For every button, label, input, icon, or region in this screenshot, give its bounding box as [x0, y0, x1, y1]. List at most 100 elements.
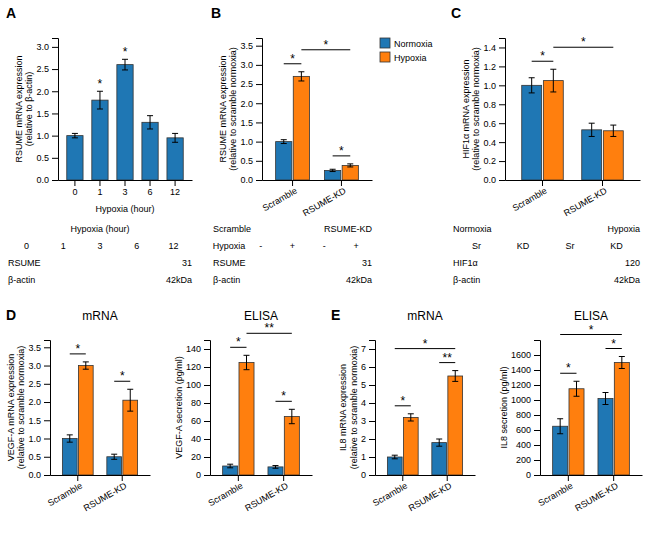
panel-title: C — [451, 5, 461, 21]
error-bar — [244, 355, 250, 369]
significance-star: * — [611, 337, 616, 351]
y-tick-group: 0 — [361, 470, 375, 480]
y-tick-group: 0.2 — [483, 156, 505, 166]
x-tick-label: RSUME-KD — [82, 480, 129, 513]
blot-label: 42kDa — [166, 275, 192, 285]
y-tick-label: 3.5 — [28, 343, 41, 353]
blot-label: β-actin — [213, 275, 240, 285]
significance-star: ** — [265, 321, 275, 335]
x-tick-label: RSUME-KD — [562, 185, 609, 218]
x-tick-group: 1 — [97, 180, 102, 197]
panel: 020406080100120140ScrambleRSUME-KDVEGF-A… — [174, 309, 313, 513]
marks — [62, 362, 137, 475]
bar-series — [239, 355, 299, 475]
blot-label: 0 — [24, 241, 29, 251]
y-axis-title: IL8 mRNA expression(relative to scramble… — [338, 346, 359, 470]
bar-series — [293, 72, 358, 180]
y-tick-group: 0.5 — [240, 156, 262, 166]
y-tick-group: 1000 — [511, 395, 540, 405]
y-tick-label: 2 — [361, 434, 366, 444]
x-tick-label: 3 — [122, 187, 127, 197]
panel-title: E — [331, 307, 340, 323]
y-tick-label: 140 — [186, 344, 201, 354]
panel-subtitle: ELISA — [574, 309, 608, 323]
blot-label: + — [353, 241, 358, 251]
y-tick-group: 1.4 — [483, 43, 505, 53]
y-axis-title: RSUME mRNA expression(relative to β-acti… — [14, 55, 35, 162]
y-tick — [204, 421, 210, 422]
y-tick — [204, 439, 210, 440]
y-tick-label: 1.0 — [36, 131, 49, 141]
bar-series — [67, 59, 183, 180]
y-tick-label: 80 — [191, 398, 201, 408]
y-axis-line — [499, 39, 506, 181]
x-tick-label: 1 — [97, 187, 102, 197]
error-bar — [408, 414, 414, 421]
bar — [67, 136, 83, 180]
y-axis: 0.00.51.01.52.02.53.03.5 — [28, 341, 50, 481]
y-tick-label: 1 — [361, 452, 366, 462]
blot-label: - — [259, 241, 262, 251]
blot-label: Hypoxia — [213, 241, 246, 251]
y-tick — [369, 439, 375, 440]
x-tick — [175, 180, 176, 186]
y-tick-group: 7 — [361, 344, 375, 354]
legend: NormoxiaHypoxia — [380, 38, 433, 63]
x-tick-group: Scramble — [371, 475, 409, 508]
y-tick — [204, 367, 210, 368]
annotations: ** — [98, 45, 128, 91]
significance-star: * — [566, 361, 571, 375]
y-tick-group: 6 — [361, 362, 375, 372]
y-tick-group: 0.4 — [483, 138, 505, 148]
y-tick-label: 1.5 — [36, 109, 49, 119]
y-tick-group: 1.0 — [36, 131, 58, 141]
blot-label: + — [290, 241, 295, 251]
y-tick-label: 1.4 — [483, 43, 496, 53]
bar-series — [543, 69, 623, 180]
error-bar — [97, 91, 103, 109]
y-tick — [369, 475, 375, 476]
y-tick-group: 200 — [516, 455, 540, 465]
y-axis-title-line: RSUME mRNA expression — [14, 55, 24, 162]
y-tick — [44, 420, 50, 421]
y-tick-group: 1.0 — [240, 137, 262, 147]
blot-label: Sr — [472, 241, 481, 251]
x-axis: ScrambleRSUME-KD — [207, 475, 313, 513]
bar — [293, 76, 309, 180]
y-tick-group: 40 — [191, 434, 210, 444]
significance-star: * — [75, 342, 80, 356]
x-axis: ScrambleRSUME-KD — [46, 475, 150, 513]
y-tick-label: 7 — [361, 344, 366, 354]
y-tick-group: 20 — [191, 452, 210, 462]
y-tick-group: 0.0 — [483, 175, 505, 185]
y-tick-group: 1600 — [511, 350, 540, 360]
y-tick — [44, 475, 50, 476]
y-tick-label: 2.5 — [28, 379, 41, 389]
bar — [598, 399, 613, 476]
panel-title: D — [6, 307, 16, 323]
y-tick — [256, 46, 262, 47]
blot-label: β-actin — [8, 275, 35, 285]
y-tick — [499, 180, 505, 181]
blot-label: RSUME-KD — [324, 224, 373, 234]
y-tick — [534, 385, 540, 386]
y-tick-group: 2.0 — [240, 99, 262, 109]
blot-label: 3 — [97, 241, 102, 251]
y-tick-group: 0.0 — [36, 175, 58, 185]
y-tick-group: 0.6 — [483, 119, 505, 129]
error-bar — [529, 78, 535, 93]
y-tick — [256, 161, 262, 162]
significance-star: * — [236, 335, 241, 349]
panel: 0.00.20.40.60.81.01.21.4ScrambleRSUME-KD… — [451, 5, 641, 285]
error-bar — [289, 409, 295, 423]
significance-star: * — [120, 369, 125, 383]
marks — [553, 357, 630, 476]
y-tick — [44, 402, 50, 403]
y-tick — [44, 366, 50, 367]
y-tick — [52, 180, 58, 181]
x-tick-label: RSUME-KD — [301, 185, 348, 218]
bar — [543, 81, 563, 180]
x-tick-group: 12 — [170, 180, 180, 197]
y-tick-group: 2.0 — [28, 397, 50, 407]
bar — [276, 142, 292, 180]
